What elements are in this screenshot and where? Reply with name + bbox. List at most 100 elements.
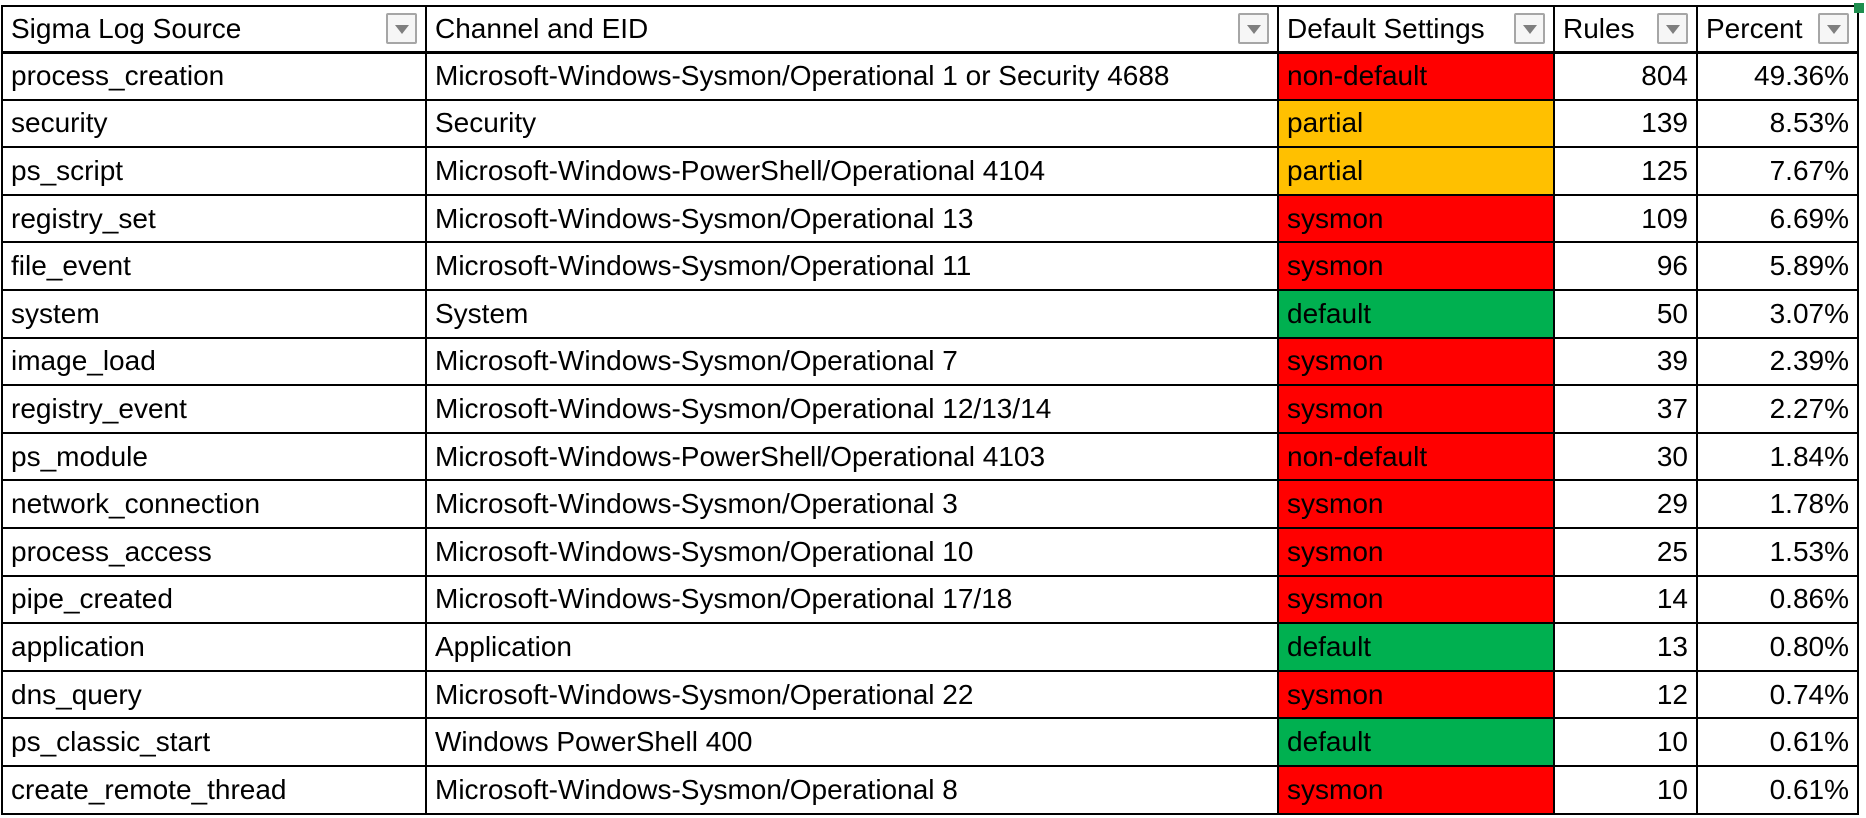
cell-default-settings: default: [1277, 622, 1555, 672]
cell-rules: 25: [1553, 526, 1698, 577]
cell-default-settings: sysmon: [1277, 574, 1555, 625]
cell-default-settings: partial: [1277, 146, 1555, 196]
cell-log-source: application: [1, 622, 427, 672]
cell-percent: 6.69%: [1696, 193, 1859, 244]
cell-percent: 0.61%: [1696, 764, 1859, 815]
cell-channel-eid: Security: [425, 98, 1279, 149]
cell-log-source: network_connection: [1, 479, 427, 529]
cell-channel-eid: Microsoft-Windows-Sysmon/Operational 11: [425, 241, 1279, 291]
cell-rules: 10: [1553, 717, 1698, 767]
table-row: ps_script Microsoft-Windows-PowerShell/O…: [1, 146, 1859, 196]
cell-default-settings: sysmon: [1277, 336, 1555, 387]
cell-percent: 0.80%: [1696, 622, 1859, 672]
cell-rules: 12: [1553, 669, 1698, 720]
column-header-sigma-log-source: Sigma Log Source: [1, 5, 427, 54]
column-header-label: Percent: [1706, 12, 1803, 44]
filter-dropdown-button[interactable]: [1238, 13, 1269, 45]
cell-log-source: process_access: [1, 526, 427, 577]
chevron-down-icon: [1665, 25, 1680, 35]
cell-default-settings: sysmon: [1277, 241, 1555, 291]
cell-default-settings: default: [1277, 288, 1555, 339]
cell-default-settings: non-default: [1277, 431, 1555, 482]
cell-rules: 125: [1553, 146, 1698, 196]
cell-channel-eid: Microsoft-Windows-PowerShell/Operational…: [425, 431, 1279, 482]
cell-log-source: ps_module: [1, 431, 427, 482]
table-row: pipe_created Microsoft-Windows-Sysmon/Op…: [1, 574, 1859, 625]
cell-log-source: registry_event: [1, 384, 427, 434]
cell-channel-eid: Microsoft-Windows-Sysmon/Operational 8: [425, 764, 1279, 815]
cell-rules: 14: [1553, 574, 1698, 625]
table-row: process_access Microsoft-Windows-Sysmon/…: [1, 526, 1859, 577]
cell-channel-eid: Microsoft-Windows-Sysmon/Operational 10: [425, 526, 1279, 577]
column-header-channel-and-eid: Channel and EID: [425, 5, 1279, 54]
cell-percent: 0.74%: [1696, 669, 1859, 720]
cell-default-settings: sysmon: [1277, 526, 1555, 577]
cell-rules: 804: [1553, 51, 1698, 101]
filter-dropdown-button[interactable]: [1514, 13, 1545, 45]
cell-percent: 2.27%: [1696, 384, 1859, 434]
cell-rules: 30: [1553, 431, 1698, 482]
cell-percent: 1.53%: [1696, 526, 1859, 577]
table-row: registry_event Microsoft-Windows-Sysmon/…: [1, 384, 1859, 434]
cell-rules: 50: [1553, 288, 1698, 339]
table-row: image_load Microsoft-Windows-Sysmon/Oper…: [1, 336, 1859, 387]
table-row: registry_set Microsoft-Windows-Sysmon/Op…: [1, 193, 1859, 244]
filter-dropdown-button[interactable]: [1657, 13, 1688, 45]
cell-default-settings: sysmon: [1277, 764, 1555, 815]
cell-channel-eid: System: [425, 288, 1279, 339]
cell-percent: 0.86%: [1696, 574, 1859, 625]
cell-log-source: image_load: [1, 336, 427, 387]
column-header-label: Sigma Log Source: [11, 12, 242, 44]
cell-percent: 2.39%: [1696, 336, 1859, 387]
cell-percent: 5.89%: [1696, 241, 1859, 291]
cell-percent: 8.53%: [1696, 98, 1859, 149]
cell-rules: 13: [1553, 622, 1698, 672]
column-header-rules: Rules: [1553, 5, 1698, 54]
cell-channel-eid: Microsoft-Windows-Sysmon/Operational 3: [425, 479, 1279, 529]
table-row: dns_query Microsoft-Windows-Sysmon/Opera…: [1, 669, 1859, 720]
cell-log-source: security: [1, 98, 427, 149]
filter-dropdown-button[interactable]: [386, 13, 417, 45]
cell-channel-eid: Application: [425, 622, 1279, 672]
cell-channel-eid: Microsoft-Windows-Sysmon/Operational 12/…: [425, 384, 1279, 434]
cell-default-settings: partial: [1277, 98, 1555, 149]
table-row: ps_classic_start Windows PowerShell 400 …: [1, 717, 1859, 767]
cell-rules: 10: [1553, 764, 1698, 815]
cell-rules: 29: [1553, 479, 1698, 529]
column-header-percent: Percent: [1696, 5, 1859, 54]
cell-log-source: registry_set: [1, 193, 427, 244]
cell-log-source: file_event: [1, 241, 427, 291]
cell-default-settings: sysmon: [1277, 479, 1555, 529]
table-header-row: Sigma Log Source Channel and EID Default…: [1, 5, 1859, 54]
table-row: network_connection Microsoft-Windows-Sys…: [1, 479, 1859, 529]
chevron-down-icon: [1246, 25, 1261, 35]
chevron-down-icon: [1826, 25, 1841, 35]
cell-percent: 49.36%: [1696, 51, 1859, 101]
chevron-down-icon: [394, 25, 409, 35]
cell-log-source: ps_classic_start: [1, 717, 427, 767]
cell-percent: 7.67%: [1696, 146, 1859, 196]
cell-channel-eid: Microsoft-Windows-Sysmon/Operational 17/…: [425, 574, 1279, 625]
table-row: security Security partial 139 8.53%: [1, 98, 1859, 149]
cell-percent: 1.78%: [1696, 479, 1859, 529]
cell-default-settings: sysmon: [1277, 193, 1555, 244]
cell-rules: 139: [1553, 98, 1698, 149]
cell-channel-eid: Microsoft-Windows-Sysmon/Operational 7: [425, 336, 1279, 387]
cell-log-source: dns_query: [1, 669, 427, 720]
cell-channel-eid: Microsoft-Windows-Sysmon/Operational 13: [425, 193, 1279, 244]
cell-log-source: system: [1, 288, 427, 339]
cell-log-source: ps_script: [1, 146, 427, 196]
corner-marker: [1854, 3, 1864, 13]
log-source-table: Sigma Log Source Channel and EID Default…: [1, 5, 1859, 815]
cell-log-source: pipe_created: [1, 574, 427, 625]
cell-rules: 37: [1553, 384, 1698, 434]
column-header-label: Default Settings: [1287, 12, 1485, 44]
cell-default-settings: non-default: [1277, 51, 1555, 101]
filter-dropdown-button[interactable]: [1818, 13, 1849, 45]
cell-default-settings: sysmon: [1277, 669, 1555, 720]
cell-rules: 39: [1553, 336, 1698, 387]
cell-channel-eid: Microsoft-Windows-Sysmon/Operational 22: [425, 669, 1279, 720]
cell-channel-eid: Windows PowerShell 400: [425, 717, 1279, 767]
cell-log-source: process_creation: [1, 51, 427, 101]
